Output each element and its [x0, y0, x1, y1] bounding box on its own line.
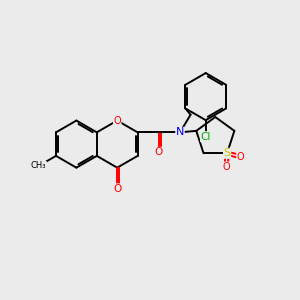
Text: O: O: [237, 152, 244, 162]
Text: O: O: [113, 184, 121, 194]
Text: S: S: [224, 148, 231, 158]
Text: Cl: Cl: [200, 132, 211, 142]
Text: N: N: [176, 127, 184, 137]
Text: O: O: [155, 147, 163, 158]
Text: O: O: [113, 116, 121, 126]
Text: CH₃: CH₃: [31, 161, 46, 170]
Text: O: O: [222, 162, 230, 172]
